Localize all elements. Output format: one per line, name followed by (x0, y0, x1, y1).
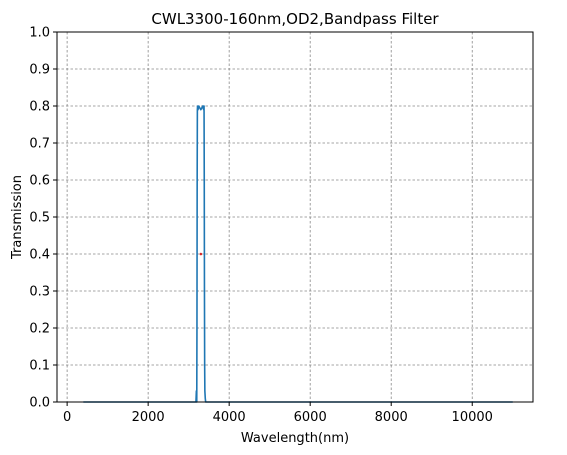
cwl-marker (199, 252, 203, 256)
y-tick-label: 0.7 (29, 137, 50, 152)
x-tick-label: 8000 (375, 410, 408, 425)
y-tick-label: 1.0 (29, 26, 50, 41)
series-line-1 (83, 105, 513, 403)
y-tick-label: 0.8 (29, 100, 50, 115)
x-axis-label: Wavelength(nm) (241, 431, 349, 446)
y-tick-label: 0.6 (29, 174, 50, 189)
marker-layer (199, 252, 203, 256)
x-tick-label: 10000 (452, 410, 493, 425)
x-tick-label: 0 (63, 410, 71, 425)
y-tick-label: 0.5 (29, 211, 50, 226)
y-tick-label: 0.2 (29, 322, 50, 337)
y-tick-label: 0.0 (29, 396, 50, 411)
y-axis-label: Transmission (10, 175, 25, 260)
x-tick-label: 4000 (213, 410, 246, 425)
chart-title: CWL3300-160nm,OD2,Bandpass Filter (151, 10, 439, 28)
y-tick-label: 0.9 (29, 63, 50, 78)
tick-layer: 0.0 0.1 0.2 0.3 0.4 0.5 0.6 0.7 0.8 0.9 1.0 0 2000 40… (29, 26, 493, 426)
x-tick-label: 6000 (294, 410, 327, 425)
y-tick-label: 0.3 (29, 285, 50, 300)
y-tick-label: 0.1 (29, 359, 50, 374)
series-layer (83, 105, 513, 403)
grid-layer (57, 31, 533, 403)
x-tick-label: 2000 (132, 410, 165, 425)
y-tick-label: 0.4 (29, 248, 50, 263)
